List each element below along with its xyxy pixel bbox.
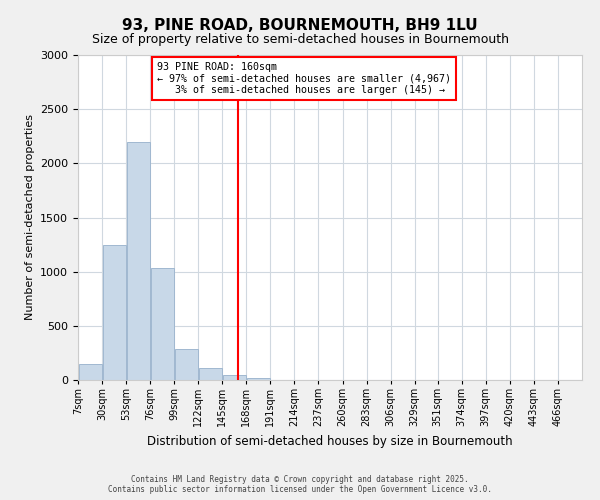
Bar [79, 364, 101, 380]
Bar [199, 368, 222, 380]
Bar [175, 348, 198, 380]
Bar [103, 244, 125, 380]
Text: Contains HM Land Registry data © Crown copyright and database right 2025.
Contai: Contains HM Land Registry data © Crown c… [108, 474, 492, 494]
Text: 93 PINE ROAD: 160sqm
← 97% of semi-detached houses are smaller (4,967)
   3% of : 93 PINE ROAD: 160sqm ← 97% of semi-detac… [157, 62, 451, 94]
Bar [127, 142, 149, 380]
Bar [247, 378, 270, 380]
Bar [151, 268, 173, 380]
Bar [223, 374, 246, 380]
Text: Size of property relative to semi-detached houses in Bournemouth: Size of property relative to semi-detach… [91, 32, 509, 46]
X-axis label: Distribution of semi-detached houses by size in Bournemouth: Distribution of semi-detached houses by … [147, 434, 513, 448]
Text: 93, PINE ROAD, BOURNEMOUTH, BH9 1LU: 93, PINE ROAD, BOURNEMOUTH, BH9 1LU [122, 18, 478, 32]
Y-axis label: Number of semi-detached properties: Number of semi-detached properties [25, 114, 35, 320]
